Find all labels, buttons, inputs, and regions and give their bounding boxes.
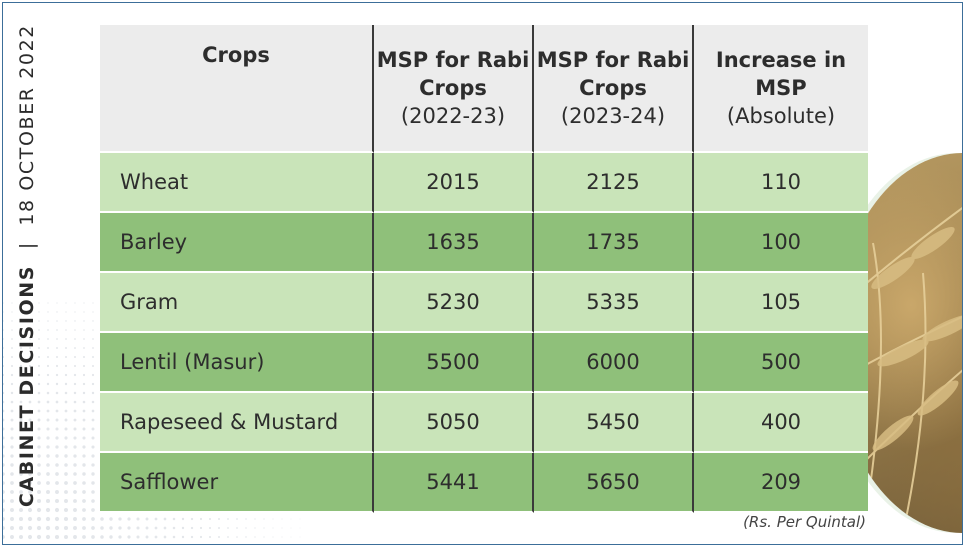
side-caption: CABINET DECISIONS | 18 OCTOBER 2022 [13, 24, 41, 507]
cell-crop: Safflower [100, 453, 374, 513]
cell-increase: 105 [694, 273, 868, 333]
cell-msp-2023-24: 1735 [534, 213, 694, 273]
header-crops: Crops [100, 25, 374, 153]
header-msp-2022-23: MSP for Rabi Crops (2022-23) [374, 25, 534, 153]
table-row: Gram 5230 5335 105 [100, 273, 868, 333]
header-msp-2023-24: MSP for Rabi Crops (2023-24) [534, 25, 694, 153]
table-row: Rapeseed & Mustard 5050 5450 400 [100, 393, 868, 453]
table-header-row: Crops MSP for Rabi Crops (2022-23) MSP f… [100, 25, 868, 153]
cell-msp-2022-23: 1635 [374, 213, 534, 273]
unit-note: (Rs. Per Quintal) [743, 513, 866, 531]
table-row: Safflower 5441 5650 209 [100, 453, 868, 513]
header-period: (Absolute) [726, 104, 836, 128]
header-increase: Increase in MSP (Absolute) [694, 25, 868, 153]
header-crops-label: Crops [202, 43, 270, 67]
header-line: MSP for Rabi [536, 48, 690, 72]
cell-crop: Barley [100, 213, 374, 273]
header-period: (2023-24) [560, 104, 666, 128]
cell-msp-2023-24: 5335 [534, 273, 694, 333]
cell-crop: Lentil (Masur) [100, 333, 374, 393]
header-line: MSP for Rabi [376, 48, 530, 72]
table-row: Wheat 2015 2125 110 [100, 153, 868, 213]
cell-crop: Gram [100, 273, 374, 333]
header-line: Crops [419, 76, 487, 100]
table-row: Lentil (Masur) 5500 6000 500 [100, 333, 868, 393]
cell-msp-2022-23: 5050 [374, 393, 534, 453]
cell-crop: Rapeseed & Mustard [100, 393, 374, 453]
caption-date: 18 OCTOBER 2022 [16, 24, 38, 227]
cell-increase: 209 [694, 453, 868, 513]
cell-msp-2023-24: 5650 [534, 453, 694, 513]
cell-msp-2023-24: 5450 [534, 393, 694, 453]
cell-msp-2023-24: 6000 [534, 333, 694, 393]
header-line: MSP [755, 76, 807, 100]
cell-increase: 400 [694, 393, 868, 453]
caption-separator: | [16, 241, 38, 250]
cell-increase: 100 [694, 213, 868, 273]
table-row: Barley 1635 1735 100 [100, 213, 868, 273]
cell-crop: Wheat [100, 153, 374, 213]
msp-table: Crops MSP for Rabi Crops (2022-23) MSP f… [100, 25, 868, 513]
cell-msp-2022-23: 5500 [374, 333, 534, 393]
cell-increase: 110 [694, 153, 868, 213]
cell-increase: 500 [694, 333, 868, 393]
header-period: (2022-23) [400, 104, 506, 128]
cell-msp-2023-24: 2125 [534, 153, 694, 213]
cell-msp-2022-23: 5441 [374, 453, 534, 513]
caption-title: CABINET DECISIONS [16, 265, 38, 508]
header-line: Increase in [715, 48, 847, 72]
header-line: Crops [579, 76, 647, 100]
cell-msp-2022-23: 2015 [374, 153, 534, 213]
cell-msp-2022-23: 5230 [374, 273, 534, 333]
